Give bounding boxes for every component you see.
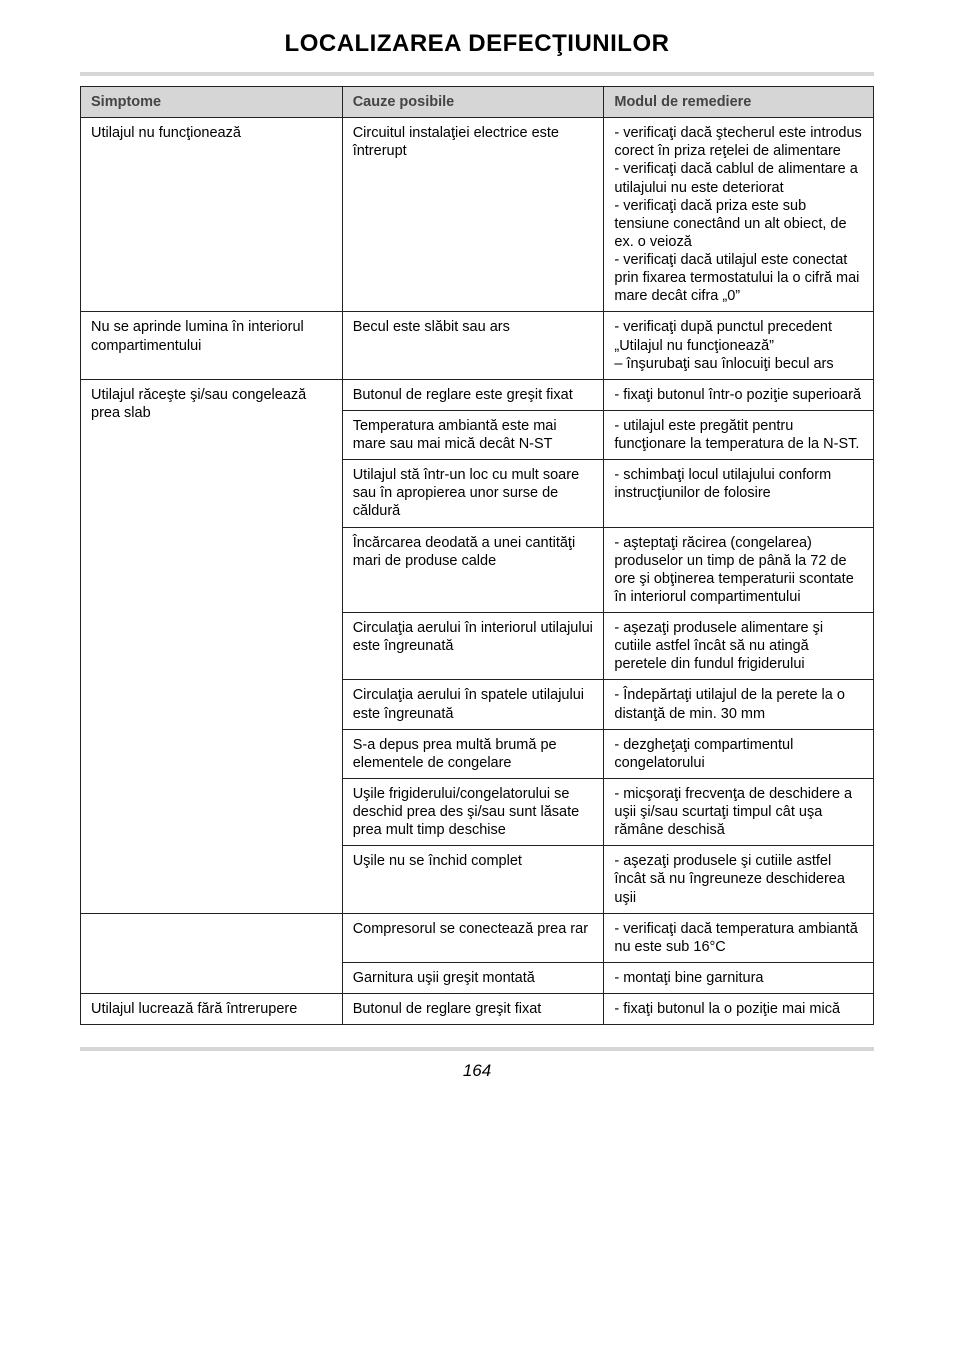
- cause-cell: Compresorul se conectează prea rar: [342, 913, 604, 962]
- symptom-cell: Utilajul nu funcţionează: [81, 118, 343, 312]
- cause-cell: Circuitul instalaţiei electrice este înt…: [342, 118, 604, 312]
- remedy-cell: - dezgheţaţi compartimentul congelatorul…: [604, 729, 874, 778]
- remedy-cell: - fixaţi butonul într-o poziţie superioa…: [604, 379, 874, 410]
- cause-cell: Circulaţia aerului în spatele utilajului…: [342, 680, 604, 729]
- page-number: 164: [80, 1061, 874, 1081]
- table-row: Utilajul nu funcţionează Circuitul insta…: [81, 118, 874, 312]
- remedy-cell: - verificaţi după punctul precedent „Uti…: [604, 312, 874, 379]
- remedy-cell: - utilajul este pregătit pentru funcţion…: [604, 410, 874, 459]
- cause-cell: Uşile frigiderului/congelatorului se des…: [342, 778, 604, 845]
- remedy-cell: - schimbaţi locul utilajului conform ins…: [604, 460, 874, 527]
- cause-cell: Circulaţia aerului în interiorul utilaju…: [342, 613, 604, 680]
- cause-cell: Încărcarea deodată a unei cantităţi mari…: [342, 527, 604, 613]
- remedy-cell: - aşteptaţi răcirea (congelarea) produse…: [604, 527, 874, 613]
- table-row: Utilajul răceşte şi/sau congelează prea …: [81, 379, 874, 410]
- symptom-cell: Nu se aprinde lumina în interiorul compa…: [81, 312, 343, 379]
- header-remedy: Modul de remediere: [604, 87, 874, 118]
- remedy-cell: - verificaţi dacă temperatura ambiantă n…: [604, 913, 874, 962]
- cause-cell: Butonul de reglare este greşit fixat: [342, 379, 604, 410]
- table-row: Nu se aprinde lumina în interiorul compa…: [81, 312, 874, 379]
- remedy-cell: - micşoraţi frecvenţa de deschidere a uş…: [604, 778, 874, 845]
- symptom-cell: Utilajul lucrează fără întrerupere: [81, 994, 343, 1025]
- page-title: LOCALIZAREA DEFECŢIUNILOR: [80, 30, 874, 58]
- table-row: Compresorul se conectează prea rar - ver…: [81, 913, 874, 962]
- cause-cell: Butonul de reglare greşit fixat: [342, 994, 604, 1025]
- cause-cell: Temperatura ambiantă este mai mare sau m…: [342, 410, 604, 459]
- table-row: Utilajul lucrează fără întrerupere Buton…: [81, 994, 874, 1025]
- symptom-cell: [81, 913, 343, 993]
- title-divider: [80, 72, 874, 76]
- cause-cell: S-a depus prea multă brumă pe elementele…: [342, 729, 604, 778]
- cause-cell: Uşile nu se închid complet: [342, 846, 604, 913]
- footer-divider: [80, 1047, 874, 1051]
- cause-cell: Garnitura uşii greşit montată: [342, 962, 604, 993]
- remedy-cell: - fixaţi butonul la o poziţie mai mică: [604, 994, 874, 1025]
- cause-cell: Utilajul stă într-un loc cu mult soare s…: [342, 460, 604, 527]
- remedy-cell: - montaţi bine garnitura: [604, 962, 874, 993]
- remedy-cell: - aşezaţi produsele alimentare şi cutiil…: [604, 613, 874, 680]
- header-causes: Cauze posibile: [342, 87, 604, 118]
- cause-cell: Becul este slăbit sau ars: [342, 312, 604, 379]
- table-header-row: Simptome Cauze posibile Modul de remedie…: [81, 87, 874, 118]
- remedy-cell: - Îndepărtaţi utilajul de la perete la o…: [604, 680, 874, 729]
- defects-table: Simptome Cauze posibile Modul de remedie…: [80, 86, 874, 1025]
- header-symptoms: Simptome: [81, 87, 343, 118]
- remedy-cell: - verificaţi dacă ştecherul este introdu…: [604, 118, 874, 312]
- symptom-cell: Utilajul răceşte şi/sau congelează prea …: [81, 379, 343, 913]
- remedy-cell: - aşezaţi produsele şi cutiile astfel în…: [604, 846, 874, 913]
